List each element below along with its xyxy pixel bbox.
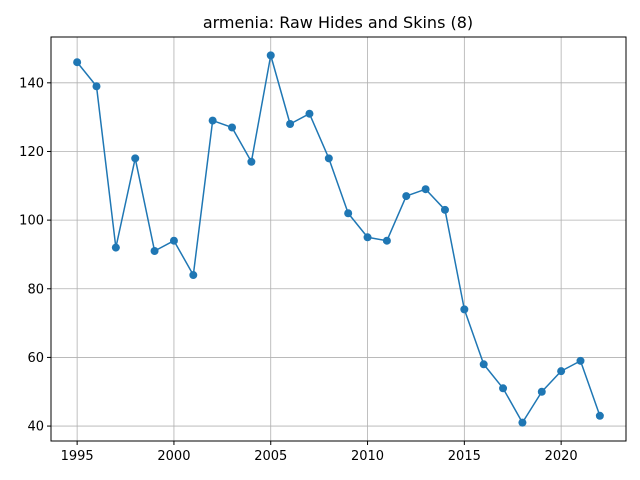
data-point: [421, 185, 430, 194]
data-point: [402, 192, 411, 201]
data-point: [111, 243, 120, 252]
data-point: [479, 360, 488, 369]
plot-area-frame: [50, 36, 627, 442]
data-point: [324, 154, 333, 163]
data-point: [557, 367, 566, 376]
data-point: [169, 236, 178, 245]
y-tick-label: 40: [27, 420, 44, 435]
data-point: [382, 236, 391, 245]
data-point: [460, 305, 469, 314]
axis-ticks: 1995 2000 2005 2010 2015 2020 40 60 80 100 120 140: [19, 76, 578, 464]
data-point: [305, 109, 314, 118]
x-tick-label: 2015: [448, 449, 481, 464]
data-point: [440, 205, 449, 214]
data-point: [286, 120, 295, 129]
x-tick-label: 2005: [254, 449, 287, 464]
y-tick-label: 60: [27, 351, 44, 366]
y-tick-label: 120: [19, 145, 44, 160]
data-point: [189, 271, 198, 280]
grid: [51, 37, 626, 441]
data-point: [363, 233, 372, 242]
series-line: [76, 54, 601, 424]
data-point: [73, 58, 82, 67]
data-point: [537, 387, 546, 396]
data-point: [595, 411, 604, 420]
data-point: [518, 418, 527, 427]
x-tick-label: 2000: [157, 449, 190, 464]
data-point: [228, 123, 237, 132]
data-series: [73, 51, 604, 427]
x-tick-label: 1995: [61, 449, 94, 464]
data-point: [499, 384, 508, 393]
data-point: [247, 157, 256, 166]
x-tick-label: 2020: [545, 449, 578, 464]
y-tick-label: 80: [27, 282, 44, 297]
data-point: [266, 51, 275, 60]
y-tick-label: 100: [19, 214, 44, 229]
data-point: [344, 209, 353, 218]
data-point: [92, 82, 101, 91]
data-point: [208, 116, 217, 125]
data-point: [150, 247, 159, 256]
data-point: [131, 154, 140, 163]
y-tick-label: 140: [19, 76, 44, 91]
x-tick-label: 2010: [351, 449, 384, 464]
chart-title: armenia: Raw Hides and Skins (8): [203, 13, 473, 32]
data-point: [576, 356, 585, 365]
